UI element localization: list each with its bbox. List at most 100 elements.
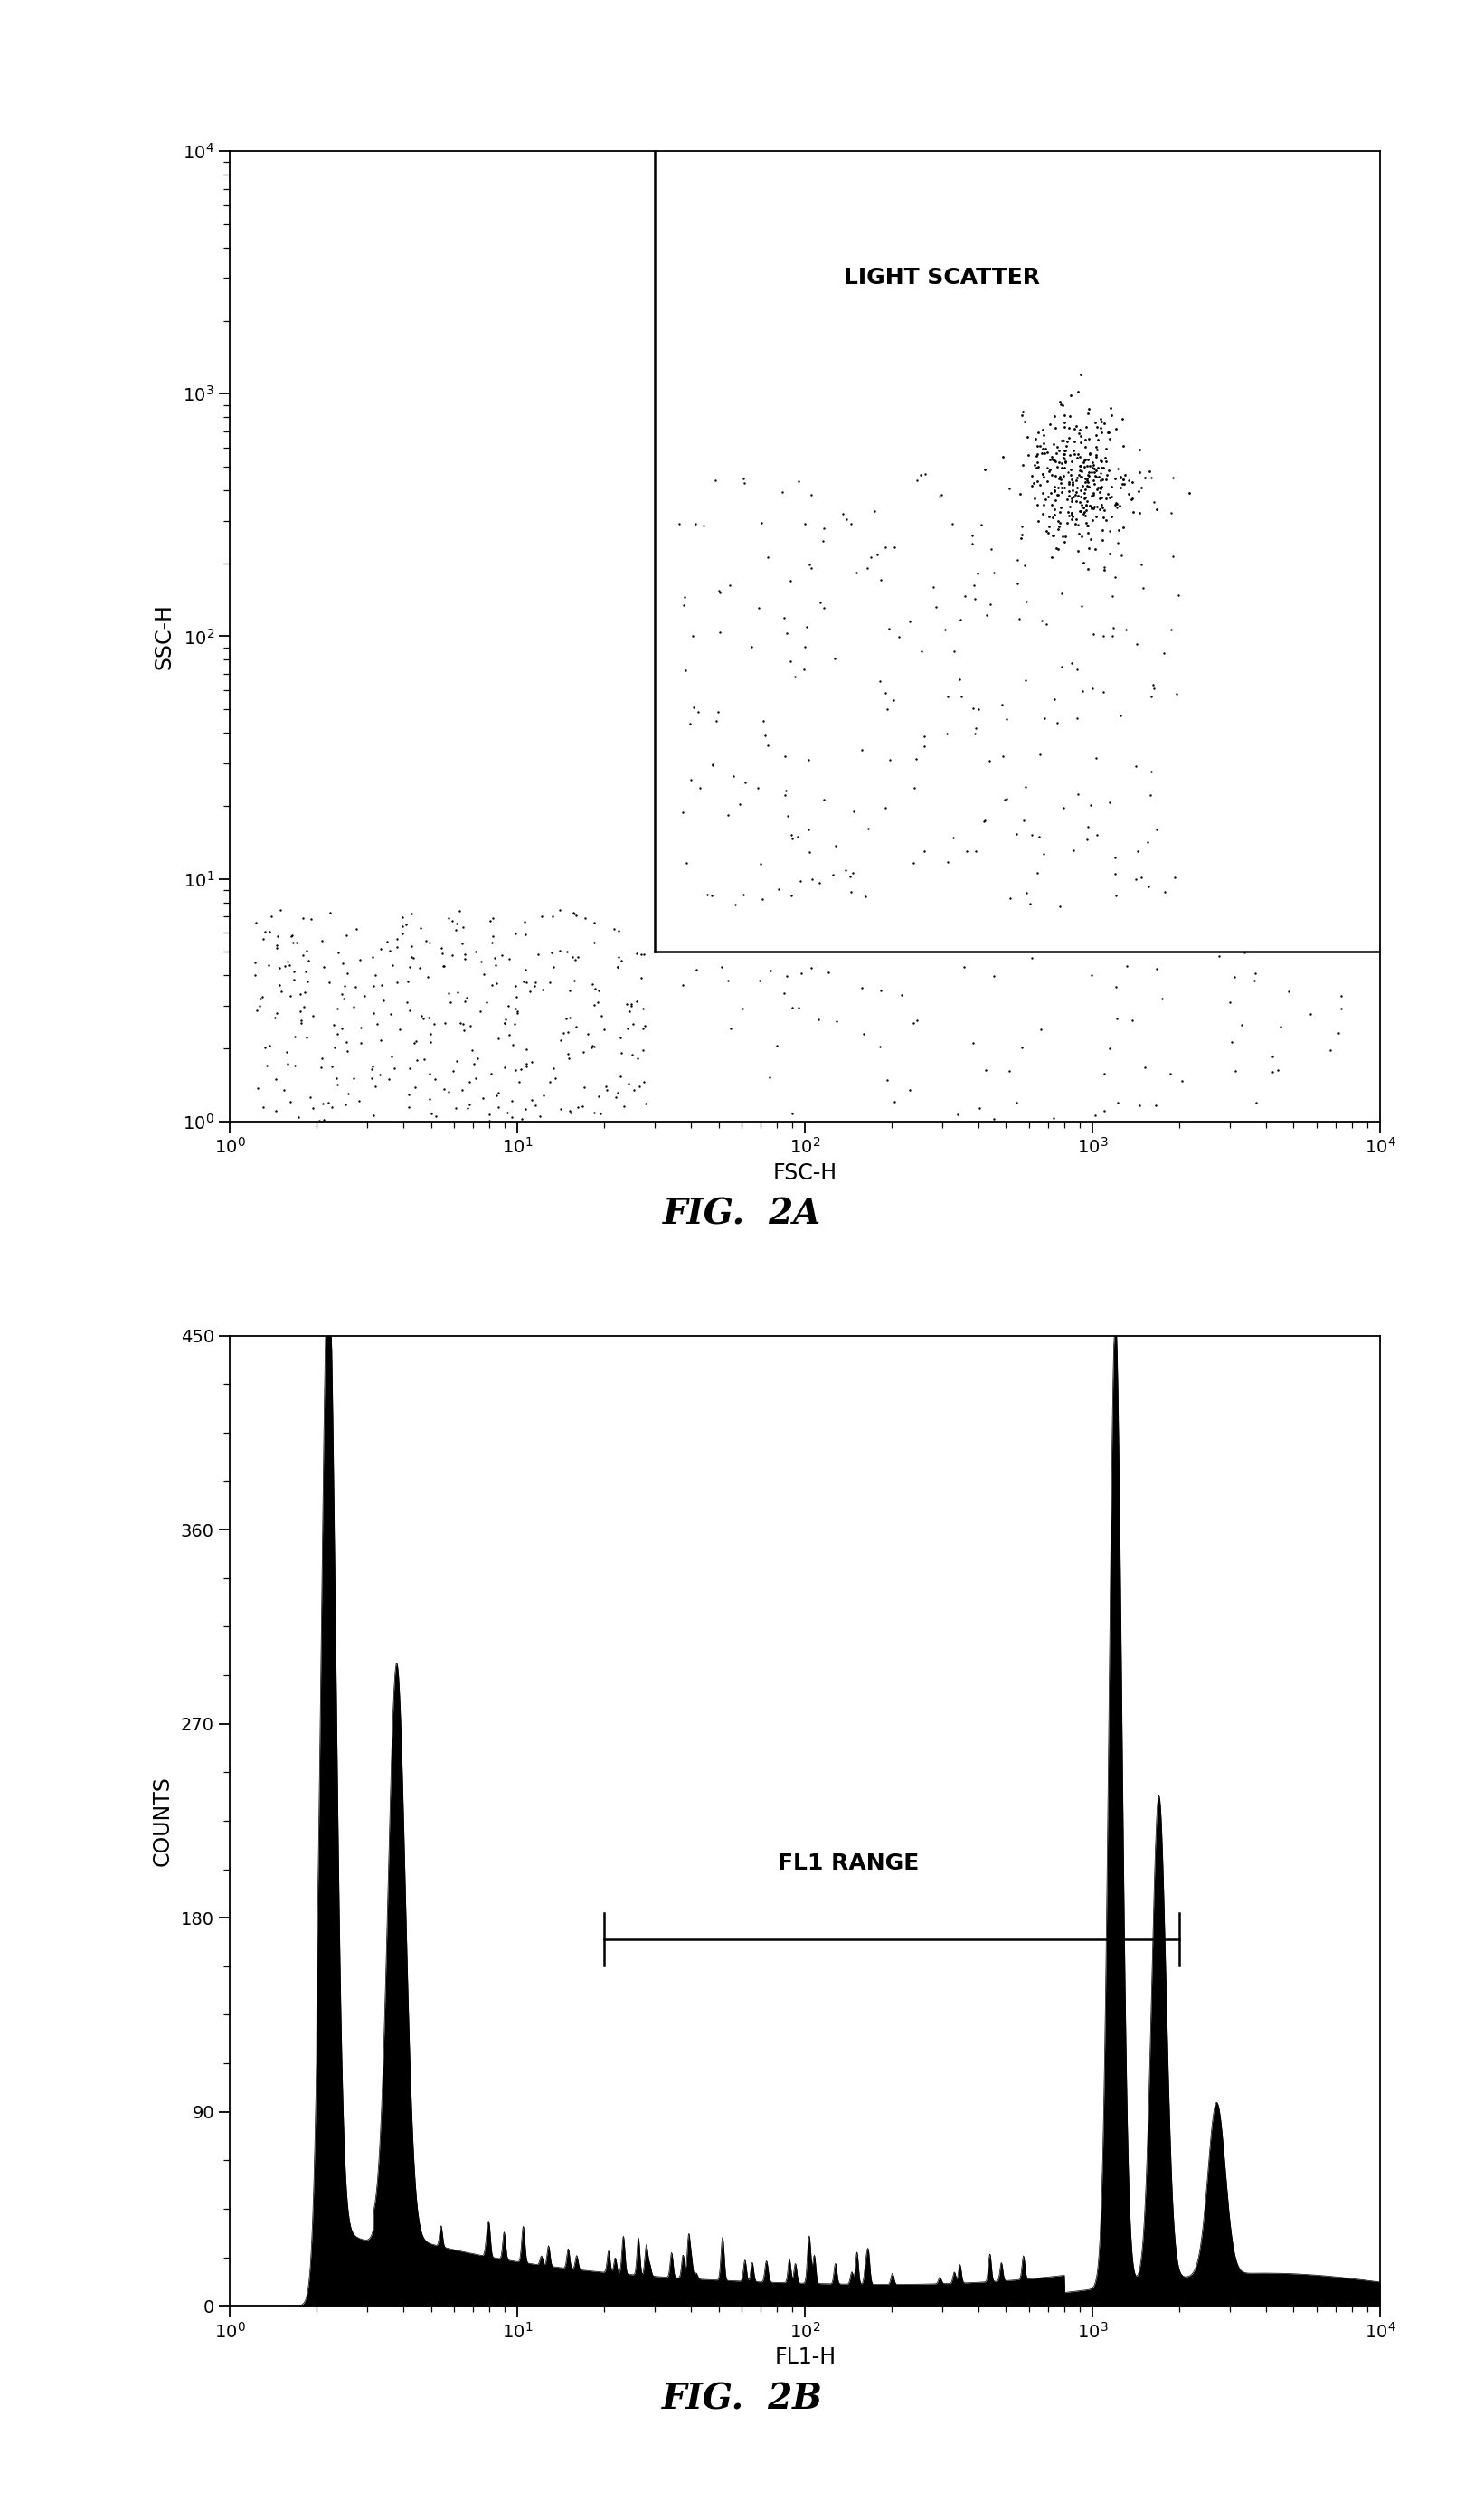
Point — [1233, 932, 1257, 973]
Point — [1060, 491, 1083, 532]
Point — [1091, 670, 1114, 711]
Point — [978, 741, 1002, 781]
Point — [1064, 481, 1088, 522]
Point — [475, 983, 499, 1023]
Point — [766, 869, 789, 910]
Point — [1043, 408, 1067, 449]
Point — [582, 922, 605, 963]
Point — [1077, 486, 1101, 527]
Point — [586, 983, 610, 1023]
Point — [245, 990, 269, 1031]
Point — [1066, 698, 1089, 738]
Point — [377, 1058, 401, 1099]
Point — [401, 937, 424, 978]
Point — [1074, 446, 1098, 486]
Point — [1110, 534, 1134, 575]
Point — [531, 1076, 555, 1116]
Point — [289, 1003, 313, 1043]
Point — [1057, 461, 1080, 501]
Point — [592, 1008, 616, 1048]
Point — [788, 862, 812, 902]
Point — [1071, 466, 1095, 507]
Text: FIG.  2A: FIG. 2A — [663, 1197, 821, 1232]
Point — [1076, 461, 1100, 501]
Point — [1037, 507, 1061, 547]
Point — [746, 769, 770, 809]
Point — [1080, 451, 1104, 491]
Point — [1104, 557, 1128, 597]
Point — [781, 988, 804, 1028]
Point — [1100, 496, 1123, 537]
Point — [1128, 451, 1152, 491]
Point — [1048, 887, 1071, 927]
Point — [1058, 408, 1082, 449]
Point — [1074, 486, 1098, 527]
Point — [260, 895, 283, 935]
Point — [629, 958, 653, 998]
Point — [288, 973, 312, 1013]
Point — [1055, 479, 1079, 519]
Point — [935, 713, 959, 753]
Point — [993, 779, 1017, 819]
Point — [410, 995, 433, 1036]
Point — [1011, 396, 1034, 436]
Point — [779, 814, 803, 854]
Point — [542, 948, 565, 988]
Point — [876, 688, 899, 728]
Point — [561, 892, 585, 932]
Point — [1068, 353, 1092, 393]
Point — [798, 948, 822, 988]
Point — [968, 1089, 991, 1129]
Point — [1077, 486, 1101, 527]
Point — [295, 960, 319, 1000]
Point — [251, 975, 275, 1016]
Point — [1071, 491, 1095, 532]
Point — [1049, 383, 1073, 423]
Point — [706, 693, 730, 733]
Point — [325, 1058, 349, 1099]
Point — [824, 638, 847, 678]
Point — [457, 1084, 481, 1124]
Point — [629, 935, 653, 975]
Point — [1014, 766, 1037, 806]
Point — [913, 716, 936, 756]
Point — [1088, 469, 1112, 509]
Point — [856, 809, 880, 849]
Point — [730, 988, 754, 1028]
Point — [1082, 476, 1106, 517]
Point — [372, 980, 396, 1021]
Point — [1103, 459, 1126, 499]
Point — [445, 973, 469, 1013]
Point — [1141, 665, 1165, 706]
Point — [1120, 461, 1144, 501]
Point — [844, 552, 868, 592]
Point — [255, 1046, 279, 1086]
Point — [580, 965, 604, 1005]
Point — [1327, 1013, 1350, 1053]
Point — [1070, 517, 1094, 557]
Point — [441, 935, 464, 975]
Point — [749, 844, 773, 885]
Point — [1080, 449, 1104, 489]
Point — [543, 1058, 567, 1099]
Point — [631, 1008, 654, 1048]
Point — [608, 1018, 632, 1058]
Point — [865, 534, 889, 575]
Point — [974, 1051, 997, 1091]
Point — [1144, 809, 1168, 849]
Point — [248, 978, 272, 1018]
Point — [1088, 469, 1112, 509]
Point — [398, 990, 421, 1031]
Point — [1060, 643, 1083, 683]
Point — [1061, 829, 1085, 869]
Point — [787, 988, 810, 1028]
Point — [1144, 489, 1168, 529]
Point — [413, 1038, 436, 1079]
Point — [883, 1081, 907, 1121]
Point — [1089, 398, 1113, 438]
Point — [901, 1003, 925, 1043]
Point — [1060, 441, 1083, 481]
Point — [321, 1086, 344, 1126]
Point — [1091, 446, 1114, 486]
Point — [1230, 1005, 1254, 1046]
